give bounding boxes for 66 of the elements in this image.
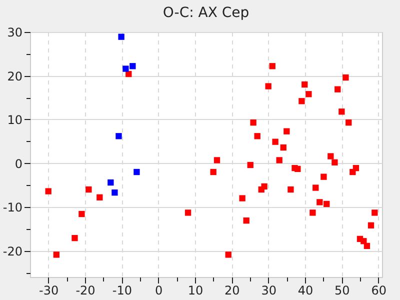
- point: [324, 200, 330, 208]
- y-tick-label: 10: [7, 113, 22, 127]
- point: [368, 222, 374, 228]
- point: [78, 210, 85, 218]
- point: [364, 242, 370, 250]
- x-tick-label: 50: [334, 284, 350, 298]
- point: [372, 210, 378, 216]
- y-tick-label: 30: [7, 26, 22, 40]
- point: [265, 83, 272, 90]
- point: [272, 138, 278, 145]
- point: [118, 34, 124, 40]
- x-tick-label: 30: [261, 284, 276, 298]
- x-tick-label: 60: [371, 284, 386, 298]
- point: [108, 179, 114, 186]
- point: [316, 199, 323, 206]
- point: [122, 66, 129, 72]
- point: [53, 252, 60, 258]
- x-tick-label: 0: [155, 284, 163, 298]
- point: [332, 159, 338, 166]
- y-tick-label: -20: [2, 244, 22, 258]
- point: [288, 186, 294, 193]
- point: [72, 234, 78, 242]
- point: [284, 128, 290, 134]
- point: [298, 98, 305, 104]
- point: [328, 153, 334, 160]
- point: [130, 63, 136, 70]
- point: [346, 119, 352, 126]
- point: [352, 164, 360, 172]
- point: [276, 157, 282, 164]
- point: [247, 162, 254, 168]
- point: [338, 108, 345, 115]
- point: [96, 194, 103, 200]
- point: [225, 252, 232, 258]
- chart-title: O-C: AX Cep: [162, 5, 250, 21]
- point: [302, 81, 308, 88]
- y-tick-label: -10: [2, 200, 22, 214]
- y-tick-label: 20: [7, 69, 22, 84]
- point: [112, 189, 118, 196]
- point: [134, 168, 140, 176]
- point: [280, 144, 286, 151]
- x-tick-label: -30: [39, 284, 59, 298]
- x-tick-label: 20: [224, 284, 240, 298]
- point: [294, 166, 301, 172]
- x-tick-label: 40: [298, 284, 314, 298]
- point: [342, 74, 349, 81]
- point: [116, 133, 122, 140]
- point: [250, 119, 256, 126]
- point: [45, 188, 52, 194]
- x-tick-label: 10: [188, 284, 204, 298]
- point: [269, 63, 276, 70]
- point: [243, 217, 250, 224]
- point: [334, 86, 341, 92]
- point: [320, 174, 327, 180]
- x-tick-label: -10: [112, 284, 132, 298]
- x-tick-label: -20: [76, 284, 96, 298]
- point: [310, 210, 316, 216]
- point: [261, 183, 268, 190]
- point: [312, 184, 319, 191]
- point: [239, 195, 246, 202]
- point: [184, 210, 192, 216]
- y-tick-label: 0: [14, 156, 22, 171]
- point: [254, 133, 260, 140]
- point: [214, 157, 220, 164]
- point: [306, 91, 312, 98]
- point: [86, 186, 92, 193]
- point: [210, 168, 216, 176]
